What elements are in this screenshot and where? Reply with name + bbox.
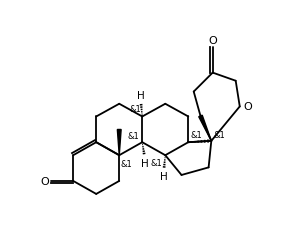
Text: O: O: [243, 102, 252, 112]
Text: &1: &1: [121, 160, 132, 169]
Text: &1: &1: [191, 131, 202, 140]
Text: H: H: [160, 172, 168, 182]
Text: O: O: [208, 36, 217, 46]
Text: H: H: [137, 91, 145, 101]
Text: &1: &1: [213, 130, 225, 139]
Text: H: H: [141, 158, 149, 168]
Text: &1: &1: [129, 105, 141, 114]
Text: &1: &1: [127, 132, 139, 140]
Text: &1: &1: [151, 158, 163, 167]
Polygon shape: [117, 130, 121, 155]
Text: O: O: [40, 176, 49, 186]
Polygon shape: [199, 116, 211, 141]
